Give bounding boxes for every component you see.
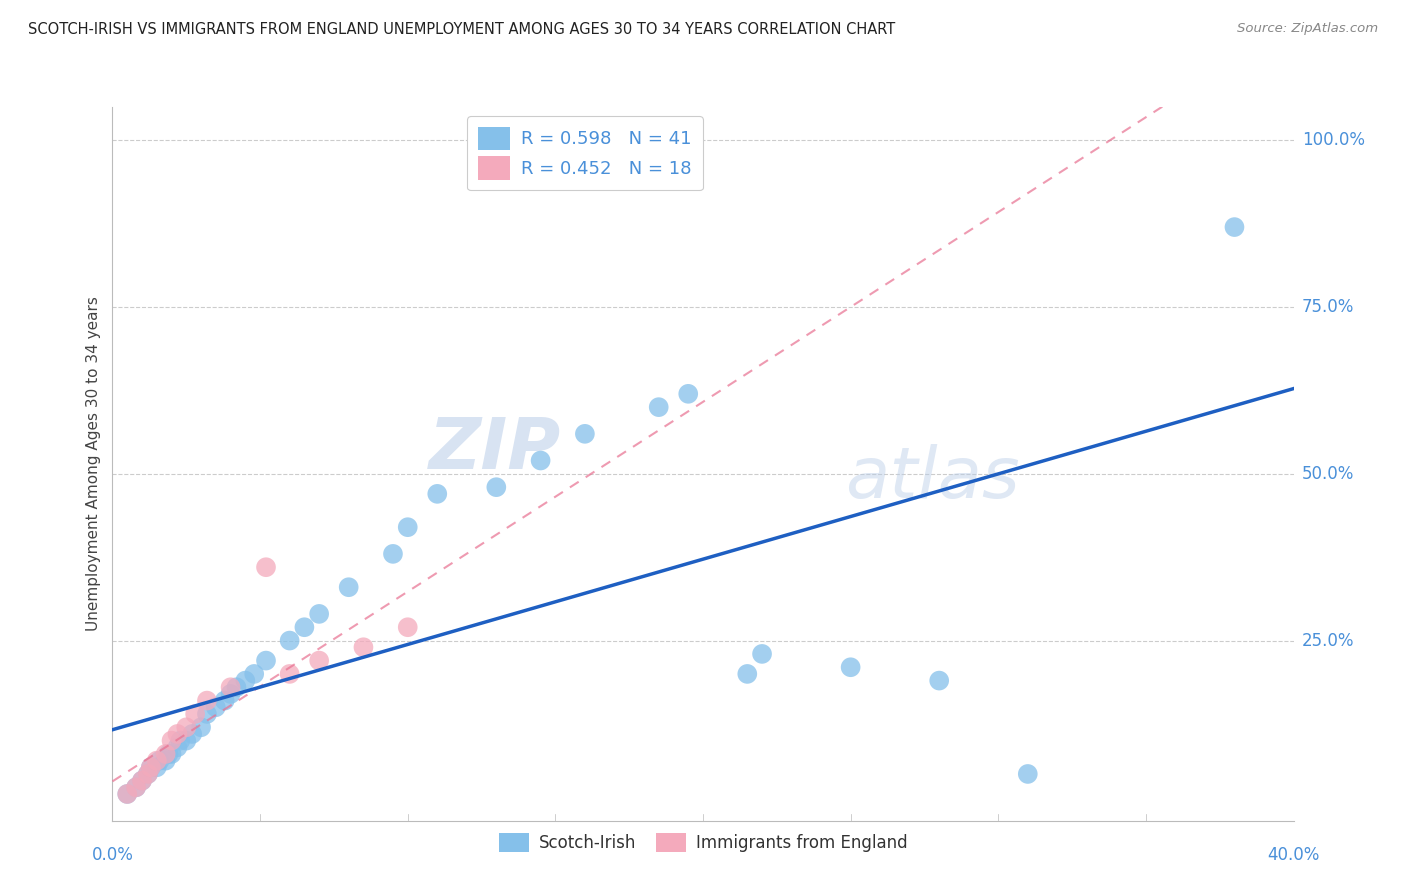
Point [136, 767, 159, 781]
Point [254, 560, 277, 574]
Point [737, 667, 759, 681]
Point [146, 754, 169, 768]
Point [139, 760, 162, 774]
Point [166, 740, 188, 755]
Legend: Scotch-Irish, Immigrants from England: Scotch-Irish, Immigrants from England [492, 826, 914, 859]
Point [254, 654, 277, 668]
Point [166, 727, 188, 741]
Point [146, 760, 169, 774]
Point [382, 547, 405, 561]
Point [117, 787, 138, 801]
Point [157, 747, 180, 761]
Point [928, 673, 950, 688]
Text: 0.0%: 0.0% [91, 846, 134, 863]
Point [139, 760, 162, 774]
Text: 100.0%: 100.0% [1302, 131, 1365, 149]
Point [574, 426, 596, 441]
Point [149, 754, 172, 768]
Text: 25.0%: 25.0% [1302, 632, 1354, 649]
Point [181, 727, 204, 741]
Point [125, 780, 148, 795]
Text: ZIP: ZIP [429, 415, 561, 484]
Point [214, 693, 236, 707]
Text: 40.0%: 40.0% [1267, 846, 1320, 863]
Point [184, 706, 207, 721]
Point [190, 720, 212, 734]
Point [308, 607, 330, 621]
Point [205, 700, 228, 714]
Point [1017, 767, 1039, 781]
Point [219, 680, 242, 694]
Point [278, 667, 301, 681]
Text: SCOTCH-IRISH VS IMMIGRANTS FROM ENGLAND UNEMPLOYMENT AMONG AGES 30 TO 34 YEARS C: SCOTCH-IRISH VS IMMIGRANTS FROM ENGLAND … [28, 22, 896, 37]
Point [155, 754, 177, 768]
Point [225, 680, 247, 694]
Point [308, 654, 330, 668]
Point [155, 747, 177, 761]
Point [678, 386, 700, 401]
Point [485, 480, 508, 494]
Point [125, 780, 148, 795]
Point [529, 453, 551, 467]
Point [131, 773, 153, 788]
Point [292, 620, 315, 634]
Point [396, 620, 419, 634]
Point [352, 640, 374, 655]
Point [839, 660, 862, 674]
Point [426, 487, 449, 501]
Y-axis label: Unemployment Among Ages 30 to 34 years: Unemployment Among Ages 30 to 34 years [86, 296, 101, 632]
Point [195, 706, 218, 721]
Point [160, 733, 183, 747]
Text: Source: ZipAtlas.com: Source: ZipAtlas.com [1237, 22, 1378, 36]
Point [396, 520, 419, 534]
Point [195, 693, 218, 707]
Point [1223, 220, 1246, 235]
Point [136, 767, 159, 781]
Point [751, 647, 773, 661]
Point [243, 667, 266, 681]
Point [233, 673, 256, 688]
Point [131, 773, 153, 788]
Text: 50.0%: 50.0% [1302, 465, 1354, 483]
Point [337, 580, 360, 594]
Text: 75.0%: 75.0% [1302, 298, 1354, 316]
Point [169, 733, 191, 747]
Point [117, 787, 138, 801]
Point [174, 733, 197, 747]
Point [647, 400, 671, 414]
Text: atlas: atlas [845, 443, 1019, 513]
Point [160, 747, 183, 761]
Point [174, 720, 197, 734]
Point [219, 687, 242, 701]
Point [278, 633, 301, 648]
